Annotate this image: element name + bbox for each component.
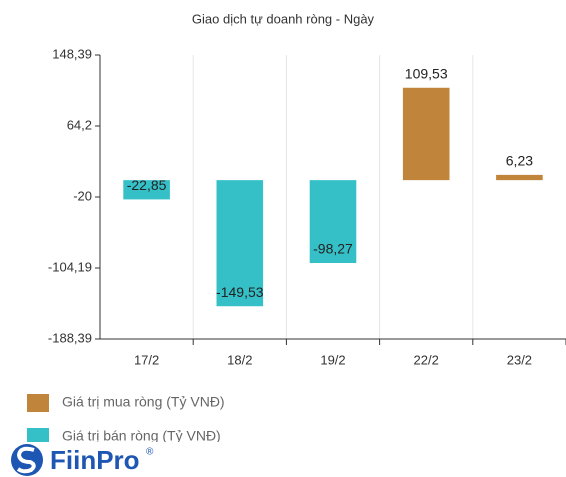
legend-swatch [27, 394, 49, 412]
legend-swatch [27, 428, 49, 446]
logo-icon-mark [16, 446, 36, 474]
bar [402, 87, 450, 181]
legend-label: Giá trị bán ròng (Tỷ VNĐ) [62, 428, 221, 444]
y-tick-label: 64,2 [67, 117, 92, 132]
logo: FiinPro ® [11, 444, 154, 476]
legend-label: Giá trị mua ròng (Tỷ VNĐ) [62, 394, 225, 410]
chart-title: Giao dịch tự doanh ròng - Ngày [192, 11, 375, 26]
y-tick-label: -20 [73, 188, 92, 203]
legend-cover [0, 442, 566, 477]
y-tick-label: -188,39 [48, 330, 92, 345]
bar [216, 180, 264, 307]
value-label: -22,85 [127, 177, 167, 193]
x-tick-label: 22/2 [414, 352, 439, 367]
bar [496, 174, 543, 181]
x-tick-label: 18/2 [227, 352, 252, 367]
bar [123, 180, 170, 200]
y-tick-label: 148,39 [52, 46, 92, 61]
x-tick-label: 17/2 [134, 352, 159, 367]
logo-text: FiinPro [50, 445, 140, 475]
bar [309, 180, 357, 264]
x-tick-label: 19/2 [320, 352, 345, 367]
value-label: -149,53 [216, 284, 264, 300]
y-tick-label: -104,19 [48, 259, 92, 274]
x-tick-label: 23/2 [507, 352, 532, 367]
logo-mark: ® [146, 447, 154, 458]
value-label: 109,53 [405, 65, 448, 81]
value-label: 6,23 [506, 153, 533, 169]
value-label: -98,27 [313, 241, 353, 257]
